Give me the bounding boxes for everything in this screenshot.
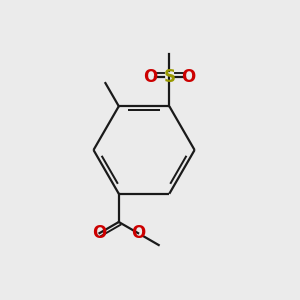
Text: S: S <box>163 68 175 85</box>
Text: O: O <box>131 224 145 242</box>
Text: O: O <box>182 68 196 85</box>
Text: O: O <box>92 224 106 242</box>
Text: O: O <box>143 68 157 85</box>
